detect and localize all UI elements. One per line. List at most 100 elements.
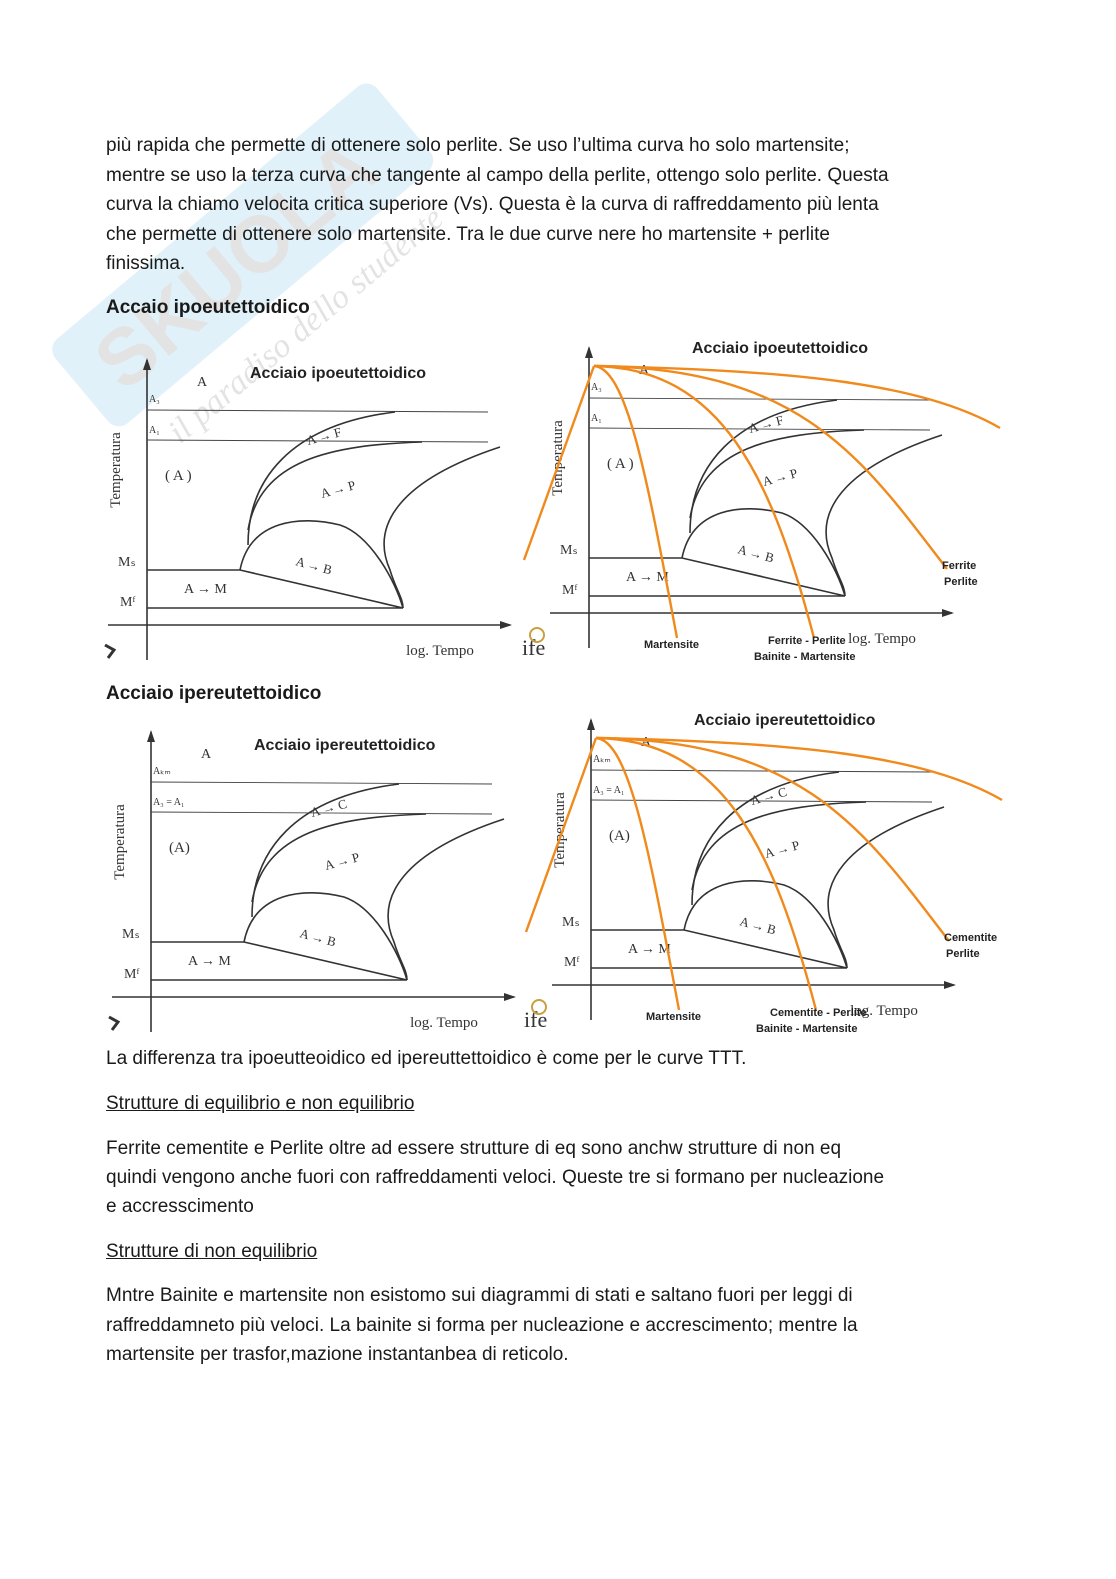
cooling-curve-mixed (595, 736, 818, 1011)
start-curve-lower (247, 441, 423, 531)
unstable-austenite-label: ( A ) (165, 468, 192, 484)
upper-critical-line (146, 409, 489, 413)
corner-mark-icon (104, 643, 117, 659)
curve-label-mixed-b: Bainite - Martensite (756, 1023, 857, 1035)
paragraph-line: e accresscimento (106, 1196, 254, 1217)
ttt-diagram-hyper-plain: Temperatura log. Tempo Acciaio ipereutetto… (108, 730, 516, 1032)
cooling-curve-slow (593, 364, 1001, 430)
x-axis-label: log. Tempo (410, 1015, 478, 1031)
austenite-label: A (641, 735, 652, 750)
curve-label-slow-a: Ferrite (942, 560, 976, 572)
start-curve-lower (251, 813, 427, 903)
transform-p-label: A → P (319, 477, 357, 501)
intro-line: finissima. (106, 253, 186, 274)
section-heading-hyper: Acciaio ipereutettoidico (106, 683, 322, 704)
cooling-curve-martensite (593, 364, 679, 639)
upper-critical-label: A₃ (149, 394, 160, 405)
mf-label: Mᶠ (120, 595, 135, 610)
cooling-curve-martensite (595, 736, 681, 1011)
upper-critical-line (590, 769, 933, 773)
transform-f-label: A → F (305, 424, 343, 448)
upper-critical-label: Aₖₘ (153, 766, 171, 777)
lower-critical-line (146, 439, 489, 443)
comparison-text: La differenza tra ipoeutteoidico ed iper… (106, 1048, 747, 1069)
x-axis-label: log. Tempo (406, 643, 474, 659)
x-axis-arrow (500, 621, 512, 629)
martensite-region-lines (591, 929, 848, 969)
mf-label: Mᶠ (562, 583, 577, 598)
intro-line: più rapida che permette di ottenere solo… (106, 135, 850, 156)
bainite-curve (681, 507, 846, 597)
intro-line: mentre se uso la terza curva che tangent… (106, 165, 889, 186)
transform-p-label: A → P (763, 837, 801, 861)
transform-b-label: A → B (736, 541, 776, 565)
transform-p-label: A → P (761, 465, 799, 489)
curve-label-slow-b: Perlite (946, 948, 980, 960)
intro-line: che permette di ottenere solo martensite… (106, 224, 830, 245)
austenite-label: A (639, 363, 650, 378)
lower-critical-label: A₃ = A₁ (593, 785, 625, 796)
transform-b-label: A → B (294, 553, 334, 577)
diagram-title: Acciaio ipoeutettoidico (250, 365, 426, 382)
upper-critical-label: Aₖₘ (593, 754, 611, 765)
upper-critical-line (150, 781, 493, 785)
transform-m-label: A → M (626, 570, 669, 585)
subheading-non-equilibrium: Strutture di non equilibrio (106, 1241, 318, 1262)
lower-critical-label: A₁ (591, 413, 602, 424)
transform-f-label: A → F (747, 412, 785, 436)
intro-line: curva la chiamo velocita critica superio… (106, 194, 879, 215)
bainite-curve (243, 891, 408, 981)
cooling-curve-slow (595, 736, 1003, 802)
curve-label-mixed-a: Ferrite - Perlite (768, 635, 846, 647)
cooling-curve-left (522, 365, 596, 561)
curve-label-martensite: Martensite (646, 1011, 701, 1023)
paragraph-line: Mntre Bainite e martensite non esistomo … (106, 1285, 853, 1306)
austenite-label: A (201, 747, 212, 762)
transform-b-label: A → B (298, 925, 338, 949)
transform-f-label: A → C (749, 784, 788, 808)
upper-critical-line (588, 397, 931, 401)
mf-label: Mᶠ (124, 967, 139, 982)
x-axis-arrow (942, 609, 954, 617)
curve-label-slow-a: Cementite (944, 932, 997, 944)
finish-curve (383, 446, 501, 609)
unstable-austenite-label: (A) (169, 840, 190, 856)
x-axis-arrow (504, 993, 516, 1001)
transform-f-label: A → C (309, 796, 348, 820)
ms-label: Mₛ (560, 543, 578, 558)
x-axis-label: log. Tempo (848, 631, 916, 647)
austenite-label: A (197, 375, 208, 390)
diagram-title: Acciaio ipereutettoidico (254, 737, 436, 754)
curve-label-mixed-b: Bainite - Martensite (754, 651, 855, 663)
watermark-logo: SKUOLA il paradiso dello studente (52, 83, 451, 451)
lower-critical-label: A₁ (149, 425, 160, 436)
transform-b-label: A → B (738, 913, 778, 937)
transform-m-label: A → M (628, 942, 671, 957)
x-axis-label: log. Tempo (850, 1003, 918, 1019)
transform-m-label: A → M (184, 582, 227, 597)
magnifier-icon (529, 627, 545, 643)
section-heading-hypo: Accaio ipoeutettoidico (106, 297, 310, 318)
curve-label-slow-b: Perlite (944, 576, 978, 588)
lower-critical-label: A₃ = A₁ (153, 797, 185, 808)
magnifier-icon (531, 999, 547, 1015)
upper-critical-label: A₃ (591, 382, 602, 393)
transform-m-label: A → M (188, 954, 231, 969)
transform-p-label: A → P (323, 849, 361, 873)
ms-label: Mₛ (562, 915, 580, 930)
finish-curve (387, 818, 505, 981)
x-axis-arrow (944, 981, 956, 989)
mf-label: Mᶠ (564, 955, 579, 970)
y-axis-label: Temperatura (112, 804, 128, 880)
start-curve-lower (691, 801, 867, 891)
bainite-curve (239, 519, 404, 609)
subheading-equilibrium: Strutture di equilibrio e non equilibrio (106, 1093, 415, 1114)
lower-critical-line (590, 799, 933, 803)
paragraph-line: Ferrite cementite e Perlite oltre ad ess… (106, 1138, 842, 1159)
curve-label-martensite: Martensite (644, 639, 699, 651)
corner-mark-icon (108, 1015, 121, 1031)
y-axis-arrow (143, 358, 151, 370)
diagram-title: Acciaio ipoeutettoidico (692, 340, 868, 357)
